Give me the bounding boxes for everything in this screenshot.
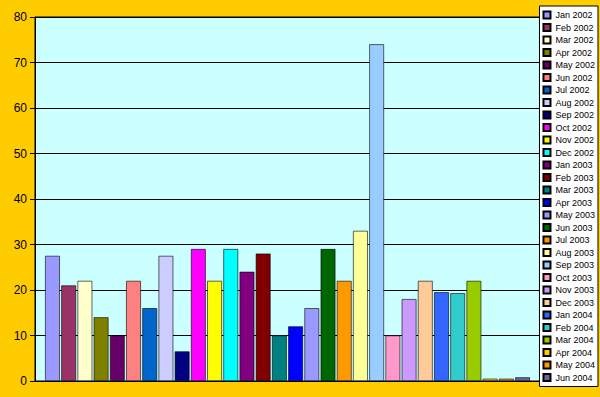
svg-text:Apr 2004: Apr 2004 xyxy=(555,348,592,358)
svg-text:Jul 2003: Jul 2003 xyxy=(555,235,589,245)
svg-text:Oct 2003: Oct 2003 xyxy=(555,273,592,283)
svg-text:May 2003: May 2003 xyxy=(555,210,595,220)
svg-text:Jun 2003: Jun 2003 xyxy=(555,223,592,233)
svg-text:Feb 2003: Feb 2003 xyxy=(555,173,593,183)
svg-text:10: 10 xyxy=(14,329,28,343)
svg-text:Aug 2002: Aug 2002 xyxy=(555,98,594,108)
svg-text:Feb 2004: Feb 2004 xyxy=(555,323,593,333)
svg-text:Sep 2002: Sep 2002 xyxy=(555,110,594,120)
svg-text:Dec 2003: Dec 2003 xyxy=(555,298,594,308)
svg-text:80: 80 xyxy=(14,10,28,24)
svg-text:Feb 2002: Feb 2002 xyxy=(555,23,593,33)
svg-text:Sep 2003: Sep 2003 xyxy=(555,260,594,270)
svg-text:Jul 2002: Jul 2002 xyxy=(555,85,589,95)
svg-text:May 2004: May 2004 xyxy=(555,360,595,370)
svg-text:May 2002: May 2002 xyxy=(555,60,595,70)
svg-text:Nov 2003: Nov 2003 xyxy=(555,285,594,295)
svg-text:Mar 2004: Mar 2004 xyxy=(555,335,593,345)
svg-text:Jan 2004: Jan 2004 xyxy=(555,310,592,320)
svg-text:Oct 2002: Oct 2002 xyxy=(555,123,592,133)
svg-text:30: 30 xyxy=(14,238,28,252)
svg-text:40: 40 xyxy=(14,192,28,206)
svg-text:60: 60 xyxy=(14,101,28,115)
svg-text:Jun 2002: Jun 2002 xyxy=(555,73,592,83)
svg-text:Dec 2002: Dec 2002 xyxy=(555,148,594,158)
svg-text:Jun 2004: Jun 2004 xyxy=(555,373,592,383)
svg-text:Aug 2003: Aug 2003 xyxy=(555,248,594,258)
svg-text:Jan 2002: Jan 2002 xyxy=(555,10,592,20)
svg-text:Mar 2002: Mar 2002 xyxy=(555,35,593,45)
svg-text:50: 50 xyxy=(14,147,28,161)
svg-text:Apr 2002: Apr 2002 xyxy=(555,48,592,58)
svg-text:Apr 2003: Apr 2003 xyxy=(555,198,592,208)
svg-text:70: 70 xyxy=(14,56,28,70)
svg-text:Mar 2003: Mar 2003 xyxy=(555,185,593,195)
svg-text:20: 20 xyxy=(14,283,28,297)
svg-text:0: 0 xyxy=(20,374,27,388)
svg-text:Nov 2002: Nov 2002 xyxy=(555,135,594,145)
svg-text:Jan 2003: Jan 2003 xyxy=(555,160,592,170)
